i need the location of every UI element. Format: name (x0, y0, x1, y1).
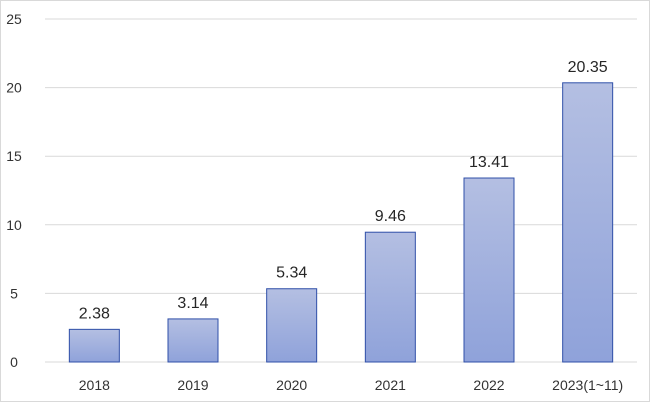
x-tick-label: 2018 (79, 377, 110, 393)
x-axis-tick-labels: 2018 2019 2020 2021 2022 2023(1~11) (79, 377, 623, 393)
x-tick-label: 2022 (473, 377, 504, 393)
y-axis-tick-labels: 0 5 10 15 20 25 (6, 11, 22, 370)
data-label: 20.35 (568, 59, 608, 76)
data-labels: 2.38 3.14 5.34 9.46 13.41 20.35 (79, 59, 608, 323)
x-tick-label: 2020 (276, 377, 307, 393)
gridlines (45, 18, 637, 363)
y-tick-label: 0 (10, 354, 18, 370)
data-label: 13.41 (469, 154, 509, 171)
y-tick-label: 25 (6, 11, 22, 27)
y-tick-label: 20 (6, 80, 22, 96)
bar-2021 (364, 231, 416, 363)
x-tick-label: 2021 (375, 377, 406, 393)
y-tick-label: 10 (6, 217, 22, 233)
x-tick-label: 2023(1~11) (552, 377, 623, 393)
bar-2020 (266, 288, 318, 363)
bar-2018 (68, 328, 120, 363)
data-label: 3.14 (177, 295, 208, 312)
data-label: 2.38 (79, 305, 110, 322)
y-tick-label: 15 (6, 148, 22, 164)
bars (68, 82, 614, 363)
x-tick-label: 2019 (177, 377, 208, 393)
bar-2022 (463, 177, 515, 363)
bar-2019 (167, 318, 219, 363)
data-label: 5.34 (276, 265, 307, 282)
data-label: 9.46 (375, 208, 406, 225)
bar-2023(1~11) (562, 82, 614, 363)
y-tick-label: 5 (10, 285, 18, 301)
